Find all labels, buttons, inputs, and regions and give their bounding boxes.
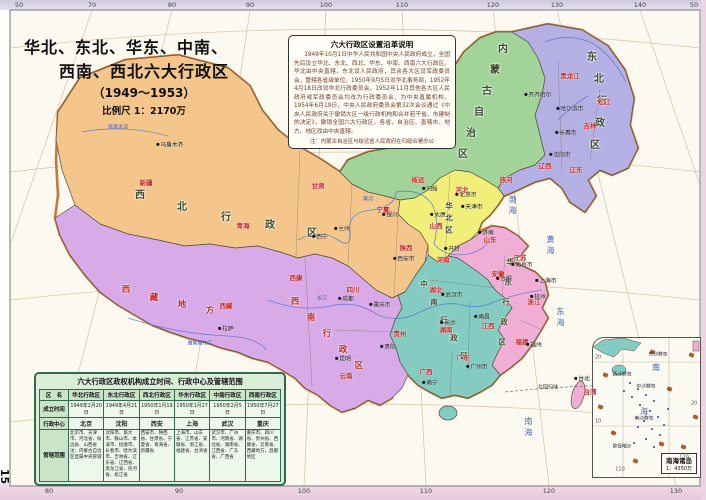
south-china-sea-inset: 南海诸岛 1：4350万 — [592, 337, 701, 478]
table-cell-date: 1949年4月21日 — [103, 400, 140, 418]
notice-footnote: 注：内蒙古自治区与绥远省人民政府在归绥合署办公 — [310, 139, 434, 146]
table-cell-date: 1949年2月20日 — [67, 400, 105, 418]
map-title-years: （1949～1953） — [92, 86, 196, 100]
inset-islet-dot — [645, 438, 647, 440]
inset-islet-dot — [667, 408, 669, 410]
table-cell-center: 北京 — [67, 417, 105, 430]
table-row-header: 成立时间 — [39, 400, 69, 418]
inset-islet-dot — [651, 428, 653, 430]
inset-islet-dot — [659, 434, 661, 436]
table-cell-scope: 沈阳市、旅大市、鞍山市、本溪市、抚顺市、长春市、哈尔滨市、吉林省、辽东省、辽西省… — [103, 429, 140, 482]
page-number: 15 — [0, 468, 12, 485]
inset-title-box: 南海诸岛 1：4350万 — [661, 453, 697, 474]
region-hainan-island — [438, 405, 458, 421]
inset-islet-dot — [663, 424, 665, 426]
table-cell-date: 1950年2月5日 — [209, 400, 246, 418]
inset-islet-dot — [637, 388, 639, 390]
admin-regions-table: 区 名华北行政区 东北行政区 西北行政区 华东行政区 中南行政区 西南行政区 成立时间 194… — [39, 389, 282, 482]
inset-coast — [593, 338, 642, 358]
inset-islet-dot — [633, 442, 635, 444]
table-cell-date: 1950年7月27日 — [244, 400, 282, 418]
region-taiwan-island — [570, 381, 586, 409]
inset-islet-dot — [645, 394, 647, 396]
inset-islet-dot — [653, 446, 655, 448]
table-cell-center: 沈阳 — [103, 417, 140, 430]
table-region-header: 东北行政区 — [103, 389, 140, 401]
table-corner-cell: 区 名 — [39, 389, 69, 401]
table-cell-scope: 上海市、山东省、江苏省、安徽省、浙江省、福建省、台湾省 — [173, 429, 211, 482]
history-notice-box: 六大行政区设置沿革说明 1949年10月1日中华人民共和国中央人民政府成立，全国… — [288, 35, 456, 150]
map-title-line1: 华北、东北、华东、中南、 — [24, 38, 229, 57]
table-row-header: 行政中心 — [39, 417, 69, 430]
table-cell-date: 1950年1月27日 — [173, 400, 211, 418]
table-region-header: 华北行政区 — [67, 389, 105, 401]
table-row-header: 管辖范围 — [39, 429, 69, 482]
table-cell-scope: 武汉市、广州市、河南省、湖北省、湖南省、江西省、广东省、广西省 — [209, 429, 246, 482]
inset-scale: 1：4350万 — [666, 466, 692, 472]
inset-islet-dot — [637, 426, 639, 428]
inset-islet-dot — [643, 420, 645, 422]
notice-title: 六大行政区设置沿革说明 — [330, 40, 414, 49]
inset-islet-dot — [639, 404, 641, 406]
table-cell-center: 重庆 — [244, 417, 282, 430]
table-cell-center: 武汉 — [209, 417, 246, 430]
table-region-header: 西北行政区 — [138, 389, 175, 401]
table-cell-date: 1950年1月19日 — [138, 400, 175, 418]
table-cell-scope: 北京市、天津市、河北省、绥远省、山西省 注：内蒙古自治区直属中央管辖 — [67, 429, 105, 482]
table-cell-scope: 西安市、陕西省、甘肃省、宁夏省、青海省、新疆省 — [138, 429, 175, 482]
region-xinan — [54, 204, 409, 413]
map-title-block: 华北、东北、华东、中南、 西南、西北六大行政区 （1949～1953） 比例尺 … — [24, 34, 264, 117]
inset-islet-dot — [629, 382, 631, 384]
inset-islet-dot — [657, 416, 659, 418]
map-title-line2: 西南、西北六大行政区 — [58, 62, 229, 81]
notice-body: 1949年10月1日中华人民共和国中央人民政府成立，全国先后设立华北、东北、西北… — [294, 52, 450, 135]
region-dongbei — [497, 23, 639, 213]
table-title: 六大行政区政权机构成立时间、行政中心及管辖范围 — [77, 377, 243, 386]
table-cell-center: 西安 — [138, 417, 175, 430]
table-cell-center: 上海 — [173, 417, 211, 430]
inset-islet-dot — [649, 410, 651, 412]
table-region-header: 西南行政区 — [244, 389, 282, 401]
inset-title: 南海诸岛 — [666, 457, 692, 465]
inset-islet-dot — [631, 396, 633, 398]
table-region-header: 中南行政区 — [209, 389, 246, 401]
inset-hainan — [611, 364, 627, 376]
region-huabei — [397, 169, 505, 263]
admin-regions-table-block: 六大行政区政权机构成立时间、行政中心及管辖范围 区 名华北行政区 东北行政区 西北行… — [34, 372, 286, 486]
inset-islet-dot — [623, 390, 625, 392]
table-region-header: 华东行政区 — [173, 389, 211, 401]
table-cell-scope: 重庆市、四川省、贵州省、西康省、云南省、西藏地方、昌都地区 — [244, 429, 282, 482]
inset-taiwan-tip — [692, 340, 700, 352]
map-scale-text: 比例尺 1：2170万 — [102, 106, 186, 117]
rivers — [81, 37, 627, 351]
province-boundaries — [295, 59, 601, 399]
inset-islet-dot — [653, 400, 655, 402]
